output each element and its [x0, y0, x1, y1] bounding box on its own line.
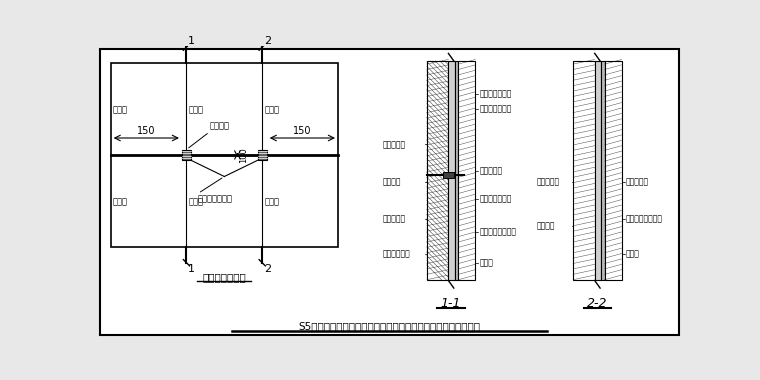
Text: 2: 2: [264, 264, 271, 274]
Text: 墙体基层: 墙体基层: [537, 221, 556, 230]
Bar: [454, 61, 458, 280]
Text: 觉化砖背面开槽: 觉化砖背面开槽: [480, 105, 511, 114]
Text: 墙体抹支层: 墙体抹支层: [537, 177, 560, 186]
Text: 模缝刮填缝: 模缝刮填缝: [480, 166, 502, 175]
Text: 觉化砖强力粘结剂: 觉化砖强力粘结剂: [480, 228, 516, 237]
Bar: [605, 61, 622, 280]
Text: 模缝刮填缝: 模缝刮填缝: [625, 177, 648, 186]
Bar: [258, 150, 267, 160]
Text: 觉化砖: 觉化砖: [625, 250, 639, 259]
Bar: [111, 63, 338, 247]
Bar: [443, 172, 454, 178]
Text: 结构墙体基层: 结构墙体基层: [383, 250, 410, 259]
Bar: [595, 61, 601, 280]
Text: 云石胶快速固定: 云石胶快速固定: [480, 195, 511, 204]
Text: 觉化砖: 觉化砖: [264, 105, 280, 114]
Text: 觉化砖: 觉化砖: [113, 197, 128, 206]
Text: S5工程精装修大堂墙面湿贴工艺强化砖连接局部加强做法示意图: S5工程精装修大堂墙面湿贴工艺强化砖连接局部加强做法示意图: [299, 321, 480, 332]
Text: 150: 150: [137, 127, 156, 136]
Bar: [601, 61, 605, 280]
Text: 墙体抹支层: 墙体抹支层: [383, 214, 406, 223]
Text: 不锈钢混凝挂件: 不锈钢混凝挂件: [198, 194, 233, 203]
Bar: [182, 150, 191, 160]
Text: 1: 1: [188, 36, 195, 46]
Text: 觉化砖: 觉化砖: [188, 197, 204, 206]
Text: 1: 1: [188, 264, 195, 274]
Bar: [427, 61, 448, 280]
Text: 1-1: 1-1: [441, 298, 461, 310]
Text: 觉化砖: 觉化砖: [264, 197, 280, 206]
Bar: [458, 61, 475, 280]
Text: 150: 150: [293, 127, 312, 136]
Text: 觉化砖: 觉化砖: [188, 105, 204, 114]
Text: 不锈钢挂件: 不锈钢挂件: [383, 140, 406, 149]
Text: 100: 100: [239, 147, 248, 163]
Text: 觉化砖: 觉化砖: [113, 105, 128, 114]
Bar: [573, 61, 595, 280]
Text: 2: 2: [264, 36, 271, 46]
Text: 墙砖立面示意图: 墙砖立面示意图: [202, 272, 246, 282]
Text: 射钉固定: 射钉固定: [383, 177, 401, 186]
Text: 觉化砖: 觉化砖: [480, 258, 493, 268]
Bar: [448, 61, 454, 280]
Text: 射钉固定: 射钉固定: [210, 121, 230, 130]
Text: 觉化砖强力粘结剂: 觉化砖强力粘结剂: [625, 214, 663, 223]
Text: 采用云石胶固定: 采用云石胶固定: [480, 89, 511, 98]
Text: 2-2: 2-2: [587, 298, 608, 310]
